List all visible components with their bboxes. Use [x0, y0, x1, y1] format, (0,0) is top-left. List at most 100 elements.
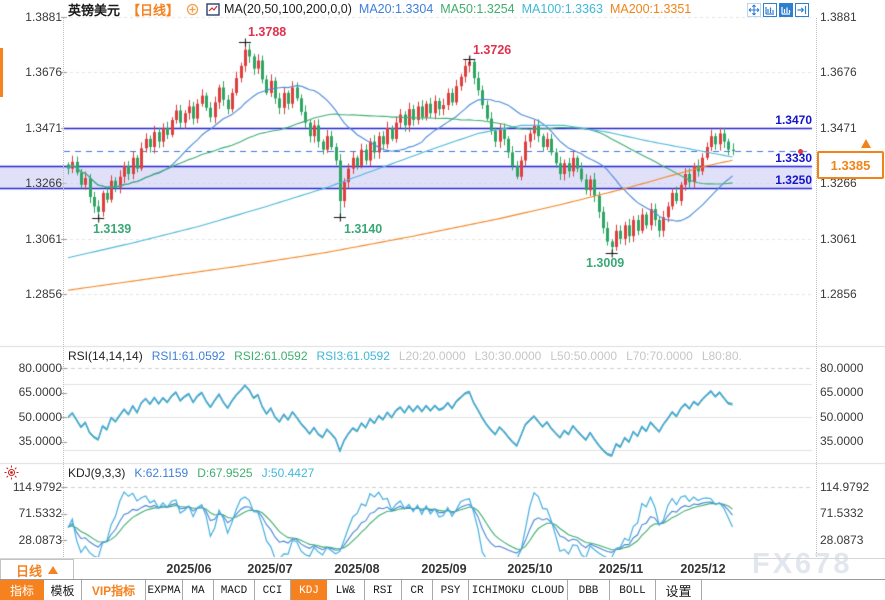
- toolbar-button-indicators[interactable]: 指标: [0, 580, 44, 600]
- date-tick: 2025/10: [507, 562, 553, 576]
- rsi-level-l50: L50:50.0000: [550, 349, 618, 363]
- pivot-low-annotation: 1.3009: [586, 256, 625, 270]
- price-axis-label: 1.2856: [820, 287, 857, 301]
- toolbar-button-lw[interactable]: LW&: [327, 580, 365, 600]
- kdj-header: KDJ(9,3,3) K:62.1159 D:67.9525 J:50.4427: [68, 466, 314, 480]
- rsi-axis-label: 35.0000: [18, 434, 62, 448]
- price-axis-label: 1.3266: [820, 176, 857, 190]
- ma100-value: MA100:1.3363: [521, 2, 603, 16]
- bar-chart-active-icon[interactable]: [779, 3, 793, 17]
- ma20-value: MA20:1.3304: [358, 2, 434, 16]
- toolbar-button-template[interactable]: 模板: [44, 580, 82, 600]
- rsi1-value: RSI1:61.0592: [151, 349, 226, 363]
- kdj-axis-label: 28.0873: [18, 533, 62, 547]
- date-tick: 2025/08: [334, 562, 380, 576]
- toolbar-button-cci[interactable]: CCI: [255, 580, 291, 600]
- indicator-marker-sun-icon[interactable]: [4, 465, 19, 485]
- rsi-axis-label: 65.0000: [18, 385, 62, 399]
- rsi-level-l20: L20:20.0000: [398, 349, 466, 363]
- rsi-axis-label: 50.0000: [18, 410, 62, 424]
- ma200-value: MA200:1.3351: [609, 2, 692, 16]
- pivot-low-annotation: 1.3139: [93, 222, 132, 236]
- pivot-high-annotation: 1.3788: [248, 25, 287, 39]
- rsi2-value: RSI2:61.0592: [234, 349, 308, 363]
- date-tick: 2025/11: [598, 562, 644, 576]
- ma50-value: MA50:1.3254: [440, 2, 515, 16]
- rsi-axis-label: 50.0000: [820, 410, 864, 424]
- kdj-d-value: D:67.9525: [197, 466, 253, 480]
- rsi-header: RSI(14,14,14) RSI1:61.0592 RSI2:61.0592 …: [68, 349, 742, 363]
- indicator-toolbar: 指标 模板 VIP指标 EXPMA MA MACD CCI KDJ LW& RS…: [0, 579, 885, 600]
- kdj-k-value: K:62.1159: [134, 466, 189, 480]
- kdj-axis-label: 114.9792: [820, 480, 870, 494]
- period-tag[interactable]: 【日线】: [127, 2, 180, 18]
- price-axis-label: 1.3881: [820, 10, 857, 24]
- price-axis-label: 1.3061: [820, 232, 857, 246]
- rsi-axis-label: 65.0000: [820, 385, 864, 399]
- toolbar-button-ma[interactable]: MA: [183, 580, 214, 600]
- toolbar-button-psy[interactable]: PSY: [433, 580, 469, 600]
- kdj-title: KDJ(9,3,3): [68, 466, 126, 480]
- toolbar-button-dbb[interactable]: DBB: [568, 580, 610, 600]
- band-bottom-line-label[interactable]: 1.3250: [775, 173, 812, 187]
- kdj-j-value: J:50.4427: [261, 466, 315, 480]
- price-axis-label: 1.2856: [25, 287, 62, 301]
- date-tick: 2025/12: [680, 562, 726, 576]
- rsi-level-l30: L30:30.0000: [474, 349, 542, 363]
- toolbar-button-expma[interactable]: EXPMA: [146, 580, 183, 600]
- left-axis-line: [63, 18, 64, 557]
- toolbar-button-vip-indicators[interactable]: VIP指标: [82, 580, 146, 600]
- price-axis-label: 1.3061: [25, 232, 62, 246]
- rsi-title: RSI(14,14,14): [68, 349, 143, 363]
- pivot-low-annotation: 1.3140: [344, 222, 383, 236]
- toolbar-button-ichimoku[interactable]: ICHIMOKU CLOUD: [469, 580, 568, 600]
- price-up-arrow-icon: [861, 139, 871, 148]
- chart-header: 英镑美元 【日线】 MA(20,50,100,200,0,0) MA20:1.3…: [68, 1, 692, 18]
- date-tick: 2025/09: [421, 562, 467, 576]
- kdj-axis-label: 114.9792: [12, 480, 62, 494]
- rsi3-value: RSI3:61.0592: [316, 349, 390, 363]
- ma-settings-label: MA(20,50,100,200,0,0): [224, 2, 352, 16]
- kdj-axis-label: 71.5332: [820, 506, 864, 520]
- toolbar-button-cr[interactable]: CR: [402, 580, 433, 600]
- kdj-axis-label: 71.5332: [18, 506, 62, 520]
- toolbar-button-boll[interactable]: BOLL: [610, 580, 656, 600]
- grid-chart-icon[interactable]: [763, 3, 777, 17]
- period-selector-label: 日线: [15, 563, 42, 579]
- resistance-line-label[interactable]: 1.3470: [775, 113, 812, 127]
- watermark: FX678: [752, 548, 853, 580]
- rsi-axis-label: 80.0000: [18, 361, 62, 375]
- pivot-high-annotation: 1.3726: [473, 43, 512, 57]
- symbol-title: 英镑美元: [68, 2, 121, 18]
- rsi-level-l70: L70:70.0000: [626, 349, 693, 363]
- rsi-level-l80: L80:80.: [701, 349, 742, 363]
- price-axis-label: 1.3881: [25, 10, 62, 24]
- triangle-up-icon: [48, 566, 58, 574]
- exit-icon[interactable]: [795, 3, 809, 17]
- right-axis-line: [816, 18, 817, 557]
- price-axis-label: 1.3471: [820, 121, 857, 135]
- toolbar-button-rsi[interactable]: RSI: [365, 580, 402, 600]
- band-top-line-label[interactable]: 1.3330: [775, 151, 812, 165]
- scroll-indicator-strip: [0, 48, 3, 97]
- link-plus-icon[interactable]: [186, 3, 199, 16]
- kdj-axis-label: 28.0873: [820, 533, 864, 547]
- time-axis-row: 日线 2025/06 2025/07 2025/08 2025/09 2025/…: [0, 558, 885, 581]
- date-tick: 2025/07: [247, 562, 293, 576]
- mini-chart-icon[interactable]: [206, 2, 220, 16]
- move-icon[interactable]: [747, 3, 761, 17]
- toolbar-button-kdj[interactable]: KDJ: [291, 580, 327, 600]
- chart-window-controls: [747, 3, 809, 17]
- price-axis-label: 1.3676: [820, 65, 857, 79]
- date-tick: 2025/06: [166, 562, 212, 576]
- toolbar-button-macd[interactable]: MACD: [214, 580, 255, 600]
- period-selector[interactable]: 日线: [0, 559, 74, 581]
- current-price-box: 1.3385: [817, 151, 884, 179]
- rsi-axis-label: 80.0000: [820, 361, 864, 375]
- price-axis-label: 1.3676: [25, 65, 62, 79]
- toolbar-button-settings[interactable]: 设置: [656, 580, 702, 600]
- last-price-dot: [798, 149, 803, 154]
- price-axis-label: 1.3471: [25, 121, 62, 135]
